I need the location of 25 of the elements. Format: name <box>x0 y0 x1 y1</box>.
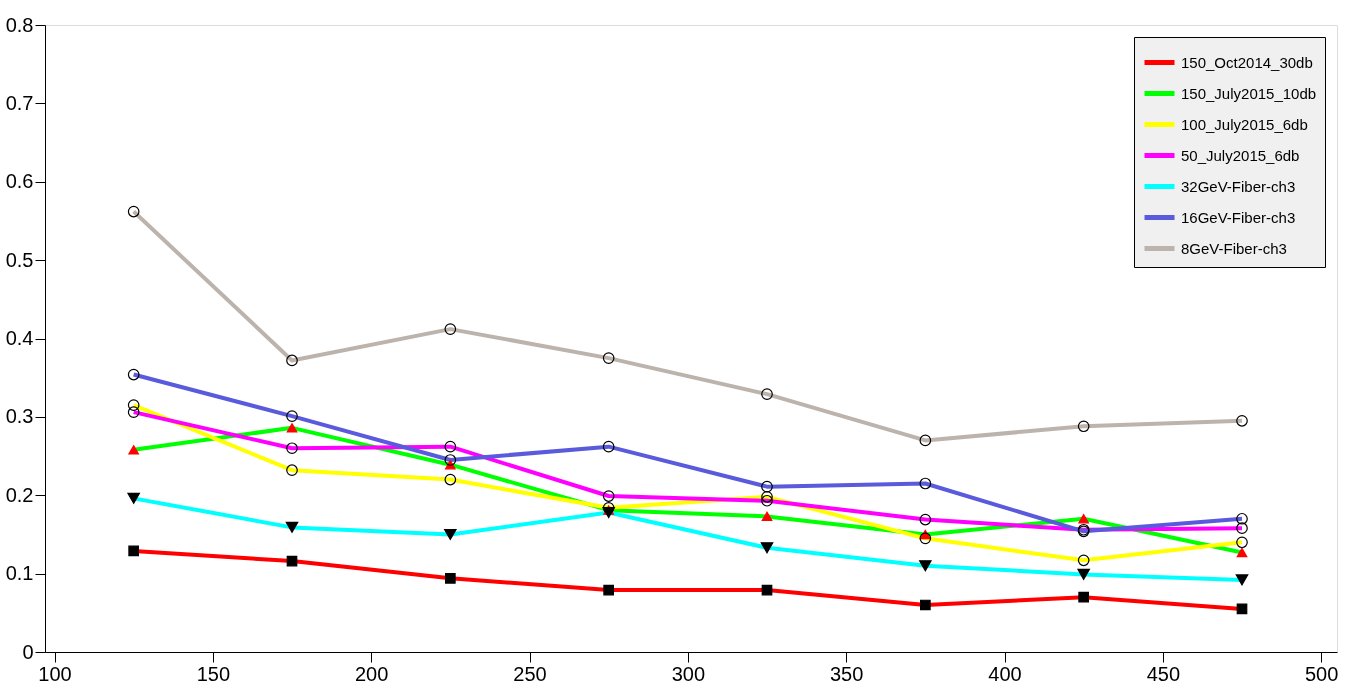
y-tick-label: 0.8 <box>5 13 34 36</box>
legend-label: 50_July2015_6db <box>1181 146 1300 164</box>
x-tick-label: 150 <box>196 662 231 685</box>
y-tick-label: 0.2 <box>5 483 34 506</box>
legend-label: 32GeV-Fiber-ch3 <box>1181 177 1296 195</box>
legend-label: 100_July2015_6db <box>1181 115 1308 133</box>
x-tick-label: 300 <box>671 662 706 685</box>
legend-label: 150_July2015_10db <box>1181 84 1317 102</box>
x-tick-label: 400 <box>988 662 1022 685</box>
legend-label: 16GeV-Fiber-ch3 <box>1181 208 1296 226</box>
y-tick-label: 0 <box>22 640 34 663</box>
y-tick-label: 0.5 <box>5 248 34 271</box>
x-tick-label: 100 <box>38 662 72 685</box>
y-tick-label: 0.4 <box>5 327 34 349</box>
y-tick-label: 0.6 <box>5 170 34 193</box>
y-tick-label: 0.7 <box>5 91 34 114</box>
x-tick-label: 250 <box>513 662 547 685</box>
x-tick-label: 350 <box>829 662 864 685</box>
y-tick-label: 0.3 <box>5 405 34 428</box>
x-tick-label: 500 <box>1304 662 1339 685</box>
x-tick-label: 450 <box>1146 662 1181 685</box>
legend-label: 150_Oct2014_30db <box>1181 53 1313 71</box>
x-tick-label: 200 <box>354 662 389 685</box>
y-tick-label: 0.1 <box>5 562 34 585</box>
legend-label: 8GeV-Fiber-ch3 <box>1181 239 1287 257</box>
